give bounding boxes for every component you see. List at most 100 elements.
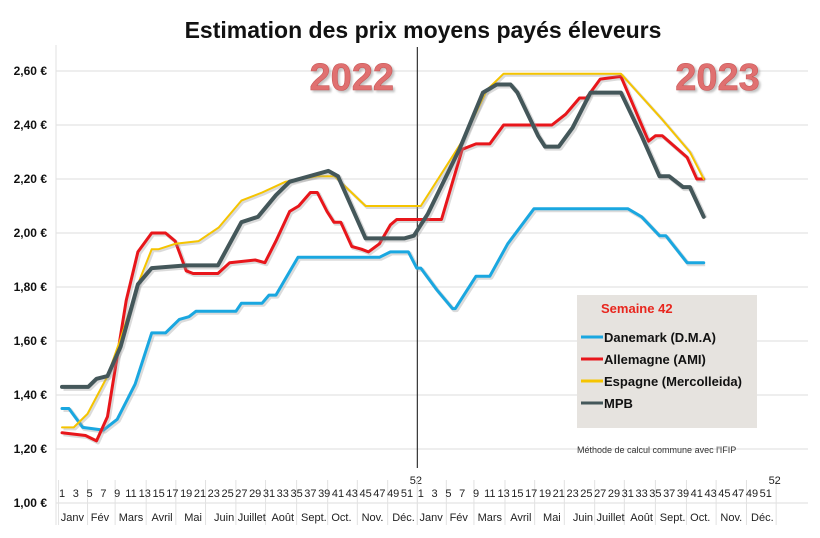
month-label: Oct. [690,512,710,524]
week-tick-label: 15 [511,488,523,500]
week-tick-label: 3 [73,488,79,500]
month-label: Mai [543,512,561,524]
week-tick-label: 3 [432,488,438,500]
series-line-mpb [60,82,706,389]
y-tick-label: 1,60 € [14,334,48,348]
week-tick-label: 52 [410,475,422,487]
week-tick-label: 1 [418,488,424,500]
month-label: Nov. [362,512,384,524]
week-tick-label: 29 [249,488,261,500]
week-tick-label: 31 [263,488,275,500]
week-tick-label: 7 [459,488,465,500]
month-label: Déc. [392,512,415,524]
week-tick-label: 45 [359,488,371,500]
year-label: 2022 [310,57,395,99]
week-tick-label: 31 [622,488,634,500]
year-label: 2023 [675,57,760,99]
week-tick-label: 47 [732,488,744,500]
legend-label: Allemagne (AMI) [604,352,706,367]
week-tick-label: 21 [194,488,206,500]
week-tick-label: 35 [649,488,661,500]
week-tick-label: 13 [497,488,509,500]
series-line-allemagne-ami [60,74,706,443]
gridlines [55,45,808,525]
y-axis: 1,00 € 1,20 € 1,40 € 1,60 € 1,80 € 2,00 € 2,20… [14,64,48,510]
y-tick-label: 2,20 € [14,172,48,186]
week-tick-label: 37 [304,488,316,500]
week-tick-label: 41 [691,488,703,500]
week-tick-label: 15 [152,488,164,500]
month-label: Sept. [660,512,686,524]
week-tick-label: 1 [59,488,65,500]
month-label: Juin [573,512,593,524]
month-label: Janv [61,512,85,524]
month-label: Avril [510,512,531,524]
week-tick-label: 11 [125,488,136,500]
month-label: Mars [119,512,144,524]
week-tick-label: 27 [235,488,247,500]
month-label: Nov. [720,512,742,524]
week-tick-label: 52 [769,475,781,487]
year-labels: 2022 2023 [309,57,760,100]
week-tick-label: 43 [346,488,358,500]
week-tick-label: 21 [553,488,565,500]
week-tick-label: 49 [746,488,758,500]
month-label: Mars [478,512,503,524]
x-axis-table: 1 3 5 7 9 11 13 15 17 19 21 23 25 27 29 31 33 35 37 39 41 43 4… [58,475,781,525]
legend-label: Danemark (D.M.A) [604,330,716,345]
month-label: Juin [214,512,234,524]
week-tick-label: 9 [473,488,479,500]
week-tick-label: 35 [290,488,302,500]
week-tick-label: 23 [208,488,220,500]
month-label: Fév [450,512,469,524]
week-tick-label: 39 [677,488,689,500]
series-line-danemark-d-m-a [60,207,706,432]
month-label: Janv [420,512,444,524]
week-tick-label: 13 [139,488,151,500]
y-tick-label: 1,20 € [14,442,48,456]
month-label: Août [630,512,653,524]
month-label: Déc. [751,512,774,524]
legend-box [577,295,757,428]
week-tick-label: 51 [401,488,413,500]
y-tick-label: 2,00 € [14,226,48,240]
month-label: Fév [91,512,110,524]
week-tick-label: 43 [704,488,716,500]
week-tick-label: 19 [539,488,551,500]
week-tick-label: 33 [635,488,647,500]
month-label: Sept. [301,512,327,524]
week-tick-label: 37 [663,488,675,500]
month-label: Juillet [238,512,266,524]
legend: Semaine 42 Danemark (D.M.A) Allemagne (AM… [577,295,757,428]
week-tick-label: 25 [221,488,233,500]
week-tick-label: 9 [114,488,120,500]
week-tick-label: 33 [277,488,289,500]
y-tick-label: 1,80 € [14,280,48,294]
legend-label: MPB [604,396,633,411]
week-tick-label: 17 [525,488,537,500]
week-tick-label: 41 [332,488,344,500]
y-tick-label: 1,40 € [14,388,48,402]
month-label: Août [271,512,294,524]
y-tick-label: 1,00 € [14,496,48,510]
month-label: Juillet [596,512,624,524]
week-tick-label: 47 [373,488,385,500]
week-tick-label: 27 [594,488,606,500]
legend-title: Semaine 42 [601,301,673,316]
week-tick-label: 29 [608,488,620,500]
method-note: Méthode de calcul commune avec l'IFIP [577,445,736,455]
week-tick-label: 7 [100,488,106,500]
week-tick-label: 49 [387,488,399,500]
week-tick-label: 17 [166,488,178,500]
week-tick-label: 51 [760,488,772,500]
month-label: Mai [184,512,202,524]
week-tick-label: 23 [566,488,578,500]
week-tick-label: 25 [580,488,592,500]
week-tick-label: 45 [718,488,730,500]
week-tick-label: 5 [87,488,93,500]
week-tick-label: 5 [445,488,451,500]
month-label: Oct. [331,512,351,524]
legend-label: Espagne (Mercolleida) [604,374,742,389]
week-tick-label: 19 [180,488,192,500]
